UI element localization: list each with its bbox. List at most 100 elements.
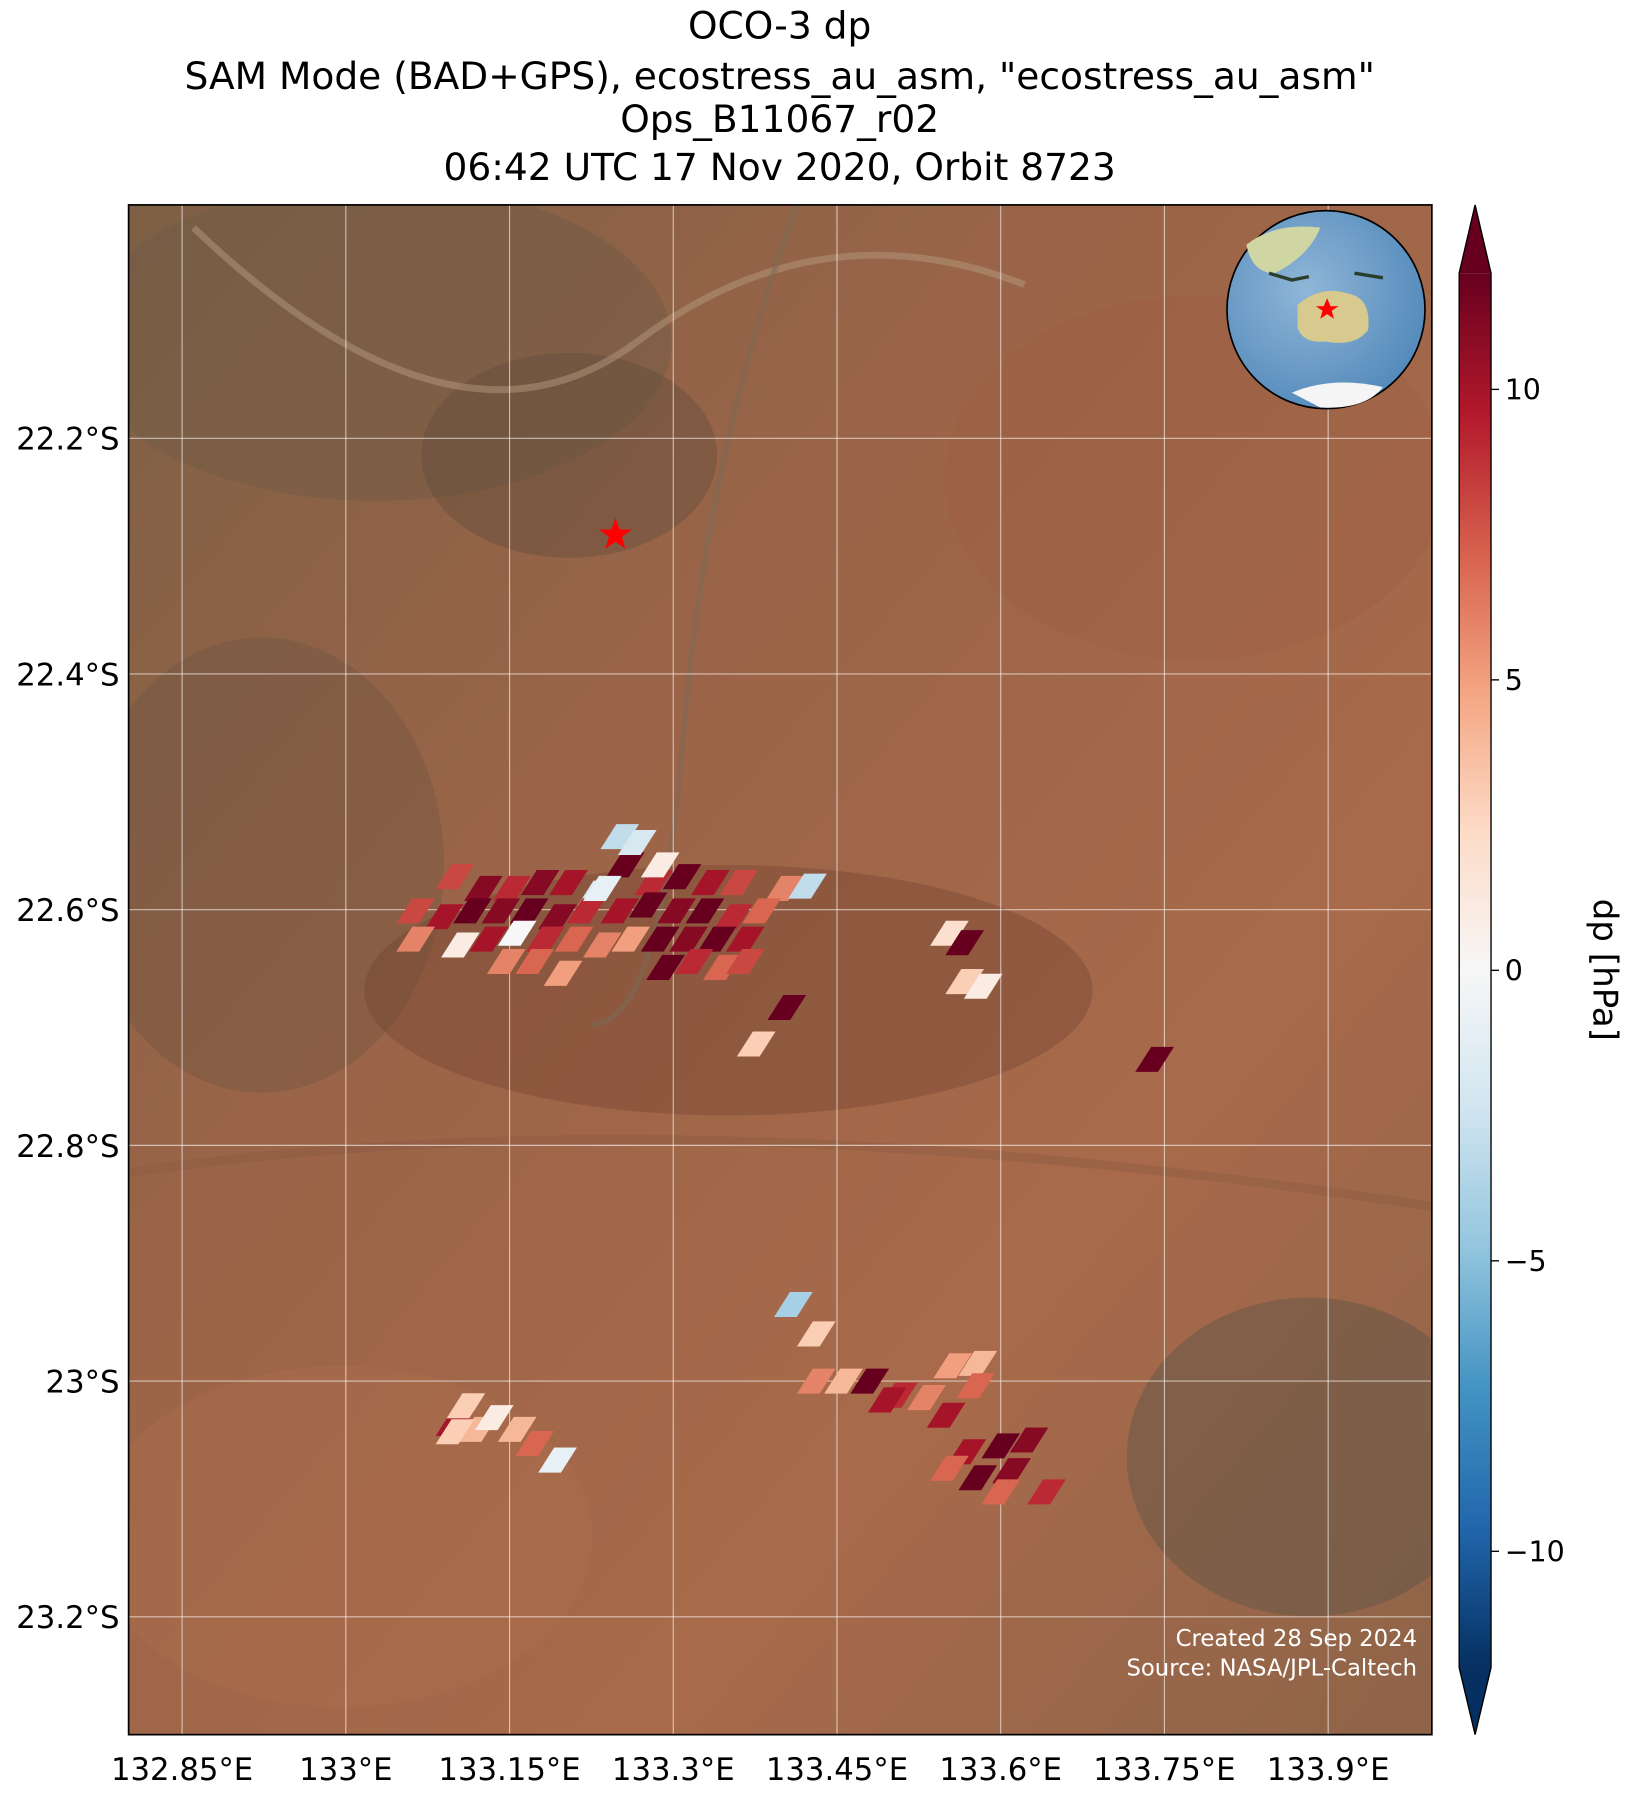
- sounding: [1027, 1479, 1066, 1505]
- sounding: [486, 949, 526, 975]
- sounding: [538, 1447, 577, 1473]
- sounding: [719, 870, 759, 896]
- sounding: [453, 898, 492, 924]
- sounding: [446, 1393, 486, 1419]
- sounding: [600, 824, 640, 850]
- colorbar-tick-label: −5: [1505, 1245, 1547, 1278]
- sounding: [824, 1368, 863, 1394]
- x-tick-label: 133.9°E: [1267, 1752, 1390, 1788]
- sounding: [435, 864, 475, 890]
- sounding: [1135, 1046, 1174, 1072]
- title-line: 06:42 UTC 17 Nov 2020, Orbit 8723: [443, 145, 1115, 189]
- sounding: [963, 973, 1003, 999]
- sounding: [463, 875, 503, 901]
- sounding: [796, 1368, 836, 1394]
- sounding: [640, 926, 680, 952]
- sounding: [441, 932, 480, 958]
- credit-text: Created 28 Sep 2024: [1176, 1626, 1417, 1652]
- colorbar-extension: [1459, 1667, 1492, 1735]
- sounding: [981, 1479, 1021, 1505]
- sounding: [956, 1373, 995, 1399]
- sounding: [767, 994, 807, 1021]
- sounding: [930, 920, 969, 946]
- sounding: [566, 898, 606, 924]
- sounding: [788, 873, 827, 899]
- sounding: [600, 898, 640, 924]
- sounding: [497, 920, 537, 946]
- sounding: [907, 1385, 946, 1411]
- sounding: [640, 852, 680, 878]
- sounding: [435, 1419, 475, 1445]
- sounding: [424, 904, 464, 930]
- title-line: OCO-3 dp: [688, 4, 871, 48]
- sounding: [867, 1387, 907, 1413]
- x-tick-label: 133.45°E: [766, 1752, 908, 1788]
- sounding: [926, 1402, 966, 1428]
- sounding: [669, 926, 708, 952]
- sounding: [703, 954, 742, 980]
- sounding: [549, 870, 588, 896]
- sounding: [958, 1465, 998, 1491]
- sounding: [481, 898, 521, 924]
- colorbar-extension: [1459, 204, 1492, 274]
- x-tick-label: 133.6°E: [939, 1752, 1062, 1788]
- y-tick-label: 22.2°S: [16, 422, 119, 458]
- title-line: Ops_B11067_r02: [620, 97, 939, 141]
- sounding: [582, 875, 622, 901]
- sounding: [850, 1368, 890, 1394]
- colorbar-label: dp [hPa]: [1584, 899, 1624, 1041]
- x-tick-label: 133.75°E: [1093, 1752, 1235, 1788]
- sounding: [765, 875, 804, 901]
- sounding: [662, 864, 702, 890]
- sounding: [492, 875, 532, 901]
- sounding: [945, 969, 985, 995]
- title-line: SAM Mode (BAD+GPS), ecostress_au_asm, "e…: [184, 54, 1374, 98]
- x-tick-label: 132.85°E: [111, 1752, 253, 1788]
- sounding: [617, 829, 657, 856]
- colorbar-tick-label: 10: [1505, 374, 1541, 407]
- sounding: [497, 1416, 537, 1442]
- sounding: [646, 954, 685, 980]
- sounding: [474, 1405, 514, 1431]
- y-tick-label: 22.4°S: [16, 657, 119, 693]
- site-marker: [599, 517, 632, 549]
- colorbar-tick-label: 5: [1505, 664, 1523, 697]
- sounding: [509, 898, 549, 924]
- y-tick-label: 22.8°S: [16, 1129, 119, 1165]
- sounding: [674, 949, 714, 975]
- sounding: [945, 930, 985, 956]
- sounding: [526, 926, 565, 952]
- x-tick-label: 133.15°E: [438, 1752, 580, 1788]
- x-tick-label: 133.3°E: [612, 1752, 735, 1788]
- sounding: [554, 926, 594, 952]
- sounding: [981, 1433, 1021, 1459]
- sounding: [933, 1353, 973, 1379]
- sounding: [611, 926, 651, 952]
- colorbar-tick-label: −10: [1505, 1536, 1565, 1569]
- sounding: [742, 898, 782, 924]
- y-tick-label: 23.2°S: [16, 1600, 119, 1636]
- sounding: [691, 870, 730, 896]
- sounding: [773, 1291, 813, 1317]
- sounding: [725, 949, 765, 975]
- sounding: [582, 932, 622, 958]
- x-tick-label: 133°E: [299, 1752, 392, 1788]
- credit-text: Source: NASA/JPL-Caltech: [1126, 1655, 1417, 1681]
- sounding: [697, 926, 737, 952]
- map-background: [128, 204, 1432, 1735]
- sounding: [1009, 1427, 1049, 1453]
- sounding: [515, 949, 554, 975]
- colorbar-frame: [1458, 204, 1492, 1735]
- sounding: [657, 898, 696, 924]
- sounding: [930, 1455, 969, 1481]
- sounding: [958, 1350, 998, 1376]
- sounding: [538, 904, 577, 930]
- sounding: [515, 1431, 554, 1457]
- sounding: [796, 1321, 836, 1347]
- colorbar: [1459, 273, 1492, 1668]
- sounding: [713, 904, 753, 930]
- sounding: [725, 926, 765, 952]
- map-frame: [127, 204, 1433, 1736]
- sounding: [396, 898, 436, 924]
